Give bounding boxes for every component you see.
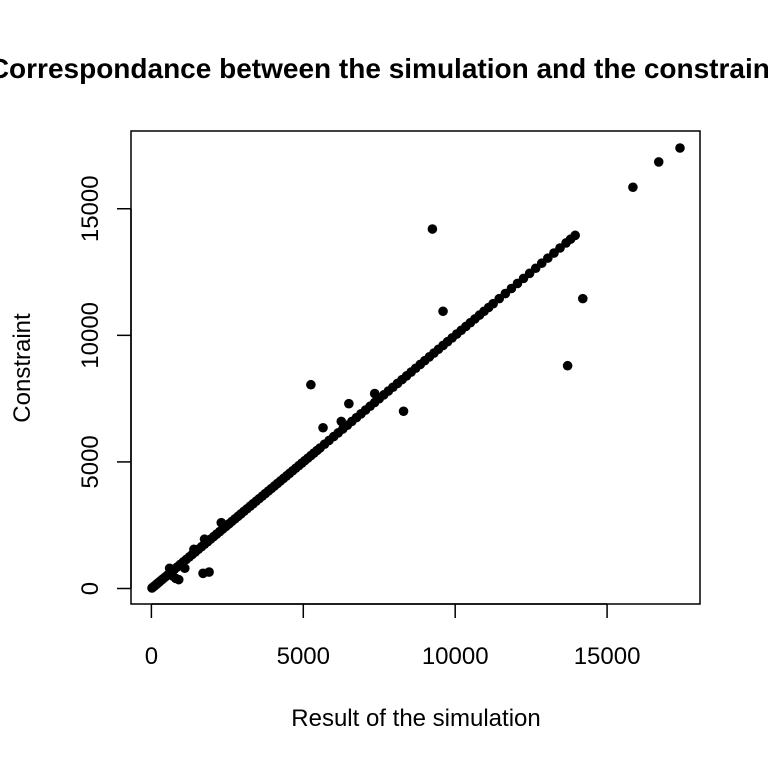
y-tick-label: 10000: [77, 302, 104, 369]
outlier-point: [180, 563, 190, 574]
x-tick-label: 15000: [574, 643, 641, 670]
outlier-point: [577, 293, 588, 304]
x-axis-label: Result of the simulation: [291, 705, 540, 732]
outlier-point: [398, 406, 409, 417]
outlier-point: [189, 544, 199, 555]
outlier-point: [164, 563, 175, 574]
outlier-point: [344, 398, 354, 409]
y-axis: 0 5000 10000 15000: [77, 175, 132, 595]
outlier-point: [306, 379, 316, 390]
data-point: [570, 230, 580, 241]
outlier-point: [336, 416, 347, 427]
outlier-point: [173, 574, 184, 585]
y-axis-label: Constraint: [9, 313, 36, 423]
data-points: [147, 143, 685, 593]
chart-title: Correspondance between the simulation an…: [0, 53, 768, 84]
y-tick-label: 0: [77, 582, 104, 595]
outlier-point: [204, 567, 214, 577]
y-tick-label: 5000: [77, 435, 104, 488]
outlier-point: [216, 517, 227, 528]
data-point: [653, 157, 664, 167]
outlier-point: [438, 306, 448, 317]
outlier-point: [199, 534, 210, 544]
x-tick-label: 5000: [277, 643, 330, 670]
x-tick-label: 0: [145, 643, 158, 670]
outlier-point: [318, 422, 328, 433]
y-tick-label: 15000: [77, 175, 104, 242]
x-tick-label: 10000: [422, 643, 489, 670]
x-axis: 0 5000 10000 15000: [145, 603, 641, 670]
outlier-point: [369, 388, 380, 399]
outlier-point: [562, 360, 573, 371]
data-point: [675, 143, 685, 153]
outlier-point: [427, 224, 438, 234]
data-point: [628, 182, 638, 193]
